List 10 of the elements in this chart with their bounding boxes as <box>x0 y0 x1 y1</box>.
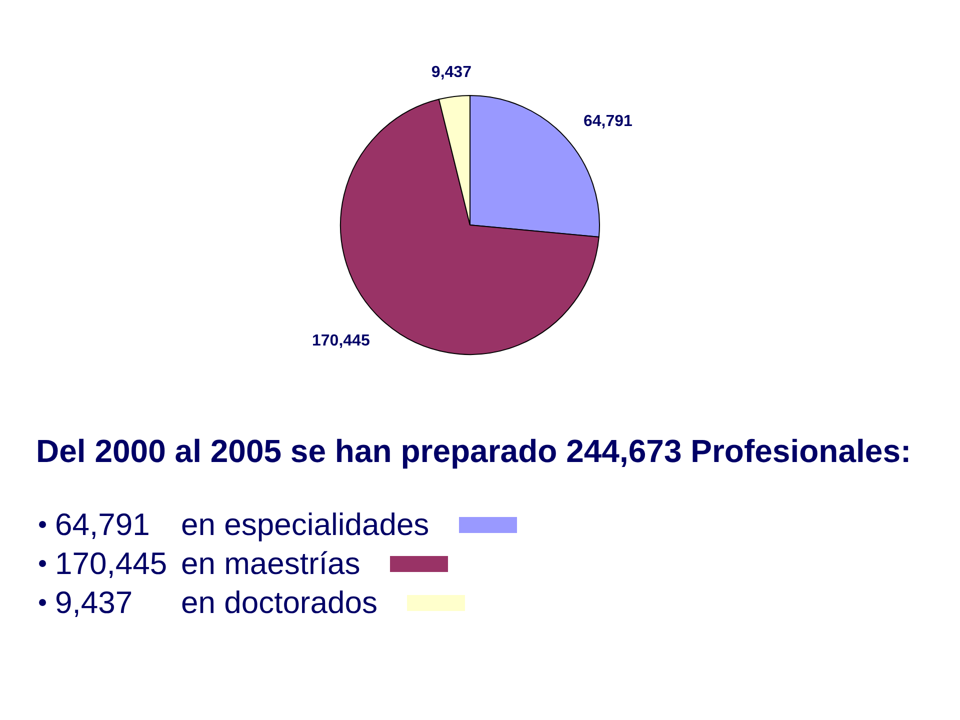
legend-label: en doctorados <box>181 584 378 620</box>
text: 64,791 <box>55 506 150 542</box>
data-label: 170,445 <box>312 332 370 350</box>
text: 9,437 <box>55 584 133 620</box>
data-label: 64,791 <box>583 113 633 130</box>
text: 170,445 <box>55 546 168 580</box>
text: Del 2000 al 2005 se han preparado 244,673 Profesionales: <box>36 433 912 470</box>
legend-label: en maestrías <box>181 546 360 582</box>
data-label: 9,437 <box>431 64 472 82</box>
legend-label: en especialidades <box>181 506 430 542</box>
